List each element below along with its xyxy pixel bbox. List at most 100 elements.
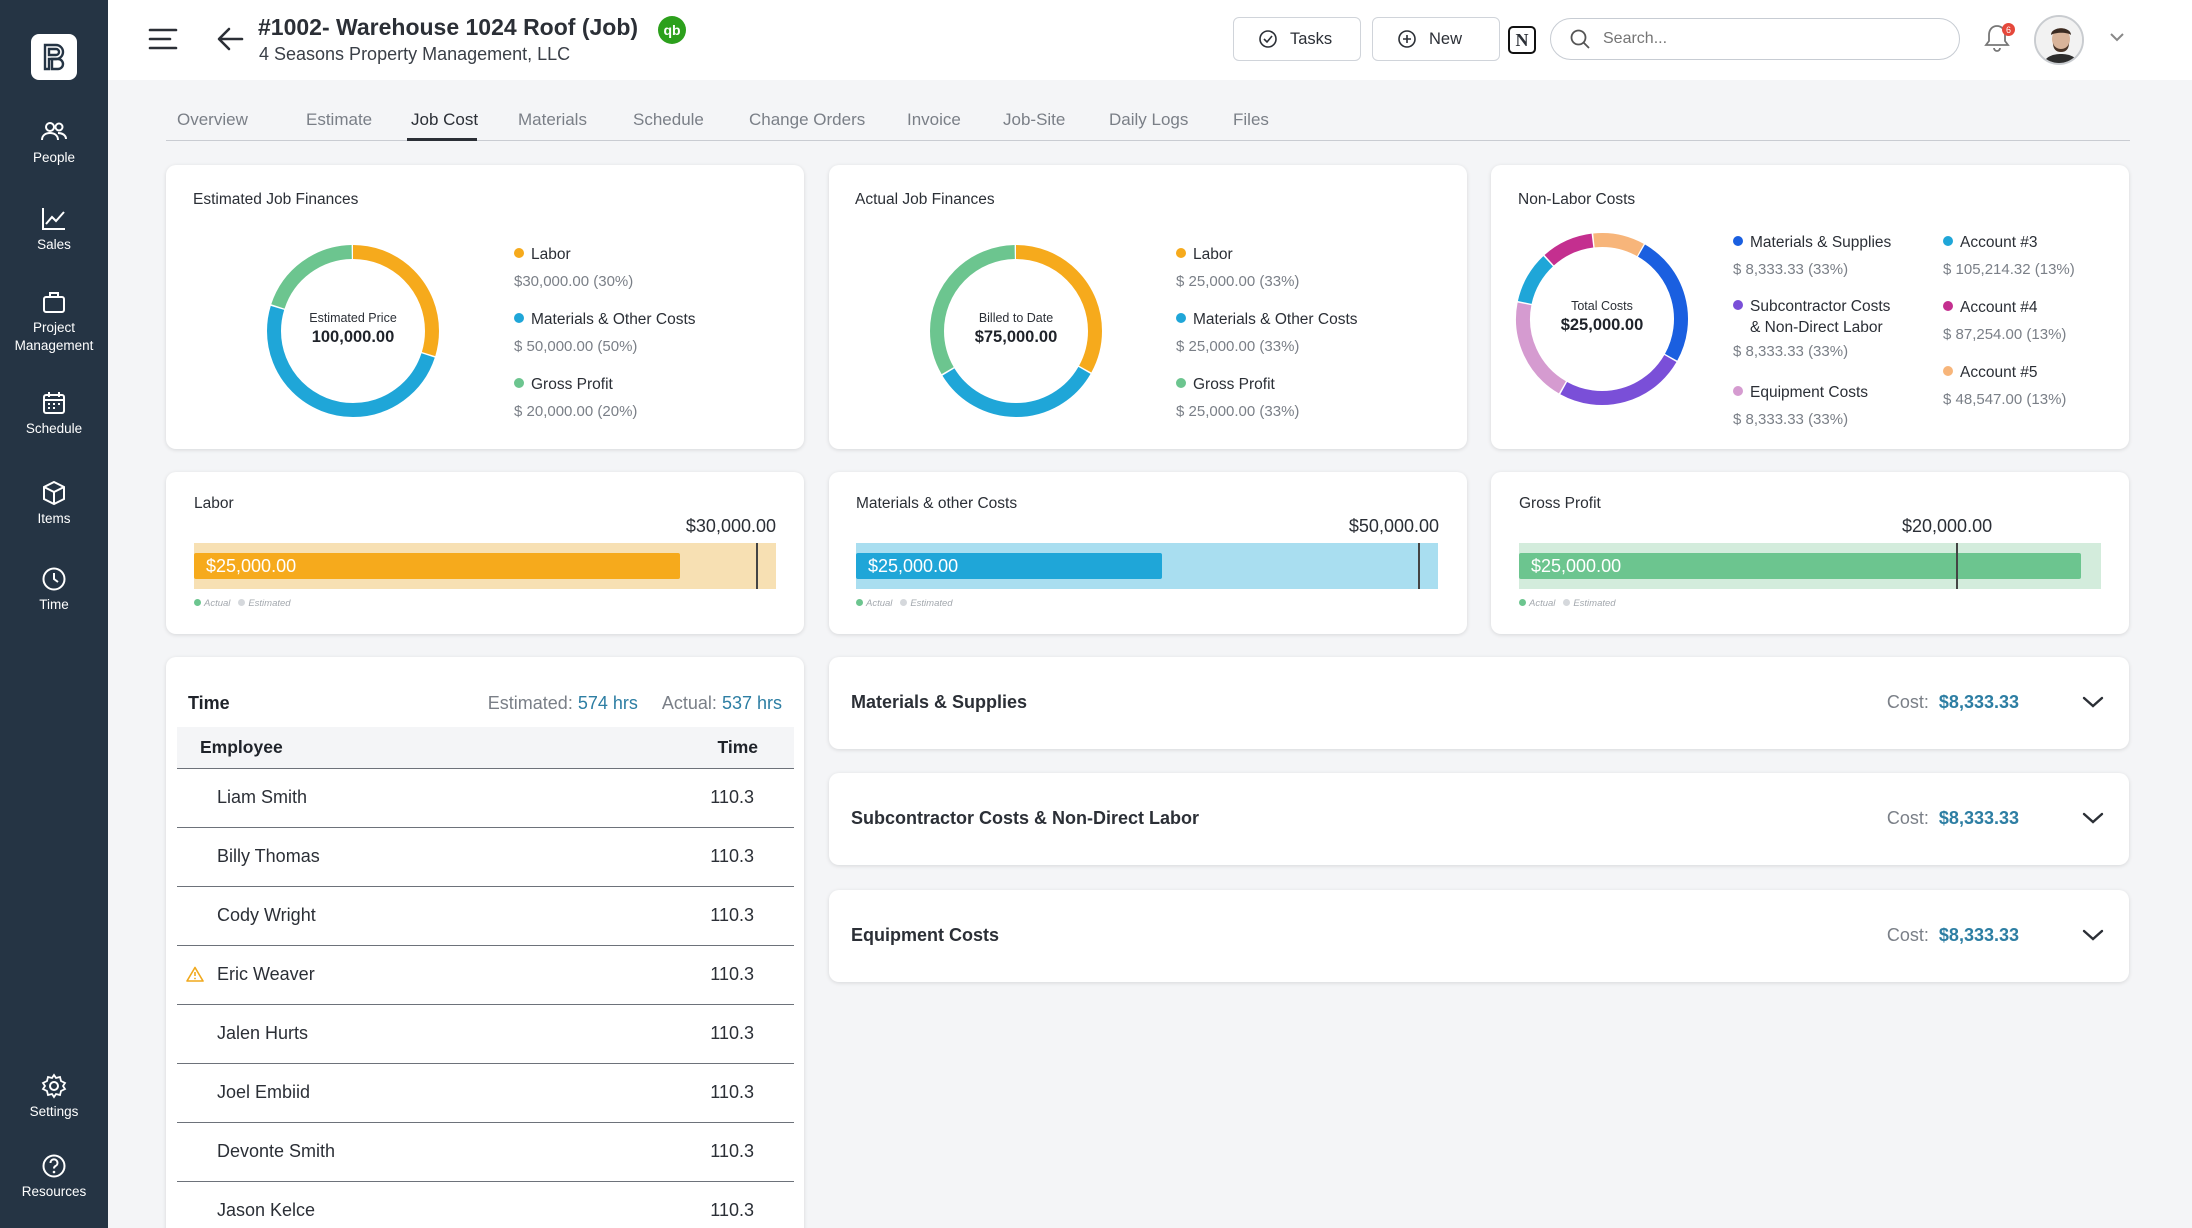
table-row[interactable]: Joel Embiid 110.3: [177, 1064, 794, 1123]
chevron-down-icon[interactable]: [2081, 809, 2105, 827]
tab-schedule[interactable]: Schedule: [633, 110, 704, 129]
legend-item: Account #5 $ 48,547.00 (13%): [1943, 363, 2066, 410]
donut-segment-3: [930, 245, 1102, 417]
accordion-equipment-costs[interactable]: Equipment Costs Cost: $8,333.33: [829, 890, 2129, 982]
tasks-button[interactable]: Tasks: [1233, 17, 1361, 61]
card-title: Gross Profit: [1519, 495, 1601, 512]
legend-value: $ 25,000.00 (33%): [1176, 272, 1300, 290]
donut-center-label: Billed to Date: [978, 311, 1054, 325]
legend-value: $ 8,333.33 (33%): [1733, 342, 1849, 360]
legend-value: $ 105,214.32 (13%): [1943, 260, 2075, 278]
table-row[interactable]: Jason Kelce 110.3: [177, 1182, 794, 1228]
legend-dot: [514, 378, 524, 388]
legend-name: Gross Profit: [1193, 376, 1275, 393]
tab-materials[interactable]: Materials: [518, 110, 587, 129]
legend-item: Account #4 $ 87,254.00 (13%): [1943, 298, 2066, 345]
legend-dot: [1176, 248, 1186, 258]
bell-icon[interactable]: [1982, 22, 2012, 54]
non-labor-costs-card: Non-Labor Costs Total Costs $25,000.00 M…: [1491, 165, 2129, 449]
new-button[interactable]: New: [1372, 17, 1500, 61]
column-header-time[interactable]: Time: [717, 737, 758, 757]
sidebar-item-people[interactable]: People: [0, 118, 108, 167]
accordion-materials-supplies[interactable]: Materials & Supplies Cost: $8,333.33: [829, 657, 2129, 749]
sidebar-item-label: Schedule: [25, 421, 83, 436]
cost-value: $8,333.33: [1938, 692, 2019, 712]
legend-item: Labor $30,000.00 (30%): [514, 245, 633, 292]
table-row[interactable]: Billy Thomas 110.3: [177, 828, 794, 887]
table-row[interactable]: Liam Smith 110.3: [177, 769, 794, 828]
user-portrait-icon: [2036, 17, 2082, 63]
search-box[interactable]: [1550, 18, 1960, 60]
legend-dot: [1519, 599, 1526, 606]
accordion-cost: Cost: $8,333.33: [1887, 808, 2019, 829]
tab-job-cost[interactable]: Job Cost: [411, 110, 479, 129]
estimated-donut: [267, 245, 439, 417]
search-icon: [1570, 29, 1590, 49]
employee-name: Cody Wright: [217, 905, 316, 925]
tab-estimate[interactable]: Estimate: [306, 110, 373, 129]
target-marker: [1418, 543, 1420, 589]
new-button-label: New: [1429, 29, 1463, 48]
legend-actual: Actual: [1529, 598, 1556, 609]
donut-segment-4: [1516, 233, 1688, 405]
tab-overview[interactable]: Overview: [177, 110, 248, 129]
materials-progress-card: Materials & other Costs $50,000.00 $25,0…: [829, 472, 1467, 634]
table-row[interactable]: Cody Wright 110.3: [177, 887, 794, 946]
progress-track: $25,000.00: [1519, 543, 2101, 589]
accordion-cost: Cost: $8,333.33: [1887, 925, 2019, 946]
tab-job-site[interactable]: Job-Site: [1003, 110, 1066, 129]
time-title: Time: [188, 693, 230, 713]
back-arrow-icon[interactable]: [216, 26, 244, 52]
employee-time: 110.3: [710, 1023, 754, 1043]
gross-profit-progress-card: Gross Profit $20,000.00 $25,000.00 Actua…: [1491, 472, 2129, 634]
search-input[interactable]: [1603, 30, 1933, 48]
legend-item: Materials & Supplies $ 8,333.33 (33%): [1733, 233, 1891, 280]
page-title: #1002- Warehouse 1024 Roof (Job): [258, 14, 639, 40]
table-row[interactable]: Jalen Hurts 110.3: [177, 1005, 794, 1064]
table-row[interactable]: Eric Weaver 110.3: [177, 946, 794, 1005]
target-value: $50,000.00: [1348, 516, 1439, 536]
chevron-down-icon[interactable]: [2081, 926, 2105, 944]
sidebar-item-schedule[interactable]: Schedule: [0, 389, 108, 438]
legend-actual: Actual: [866, 598, 893, 609]
tab-files[interactable]: Files: [1233, 110, 1269, 129]
sidebar-item-project-management[interactable]: Project Management: [0, 288, 108, 354]
column-header-employee[interactable]: Employee: [200, 737, 283, 757]
quickbooks-badge[interactable]: qb: [658, 16, 686, 44]
legend-item: Labor $ 25,000.00 (33%): [1176, 245, 1299, 292]
sidebar-item-label: Sales: [37, 237, 71, 252]
tab-invoice[interactable]: Invoice: [907, 110, 961, 129]
table-row[interactable]: Devonte Smith 110.3: [177, 1123, 794, 1182]
chevron-down-icon[interactable]: [2108, 30, 2126, 44]
avatar[interactable]: [2034, 15, 2084, 65]
app-logo[interactable]: [31, 34, 77, 80]
sidebar-item-items[interactable]: Items: [0, 479, 108, 528]
legend-dot: [1943, 366, 1953, 376]
card-title: Non-Labor Costs: [1518, 191, 1636, 208]
legend-dot: [900, 599, 908, 606]
sidebar: People Sales Project Management Schedule…: [0, 0, 108, 1228]
legend-dot: [1176, 378, 1186, 388]
help-circle-icon: [42, 1154, 66, 1178]
legend-dot: [1733, 300, 1743, 310]
legend-name: Materials & Other Costs: [531, 311, 696, 328]
accordion-subcontractor-costs[interactable]: Subcontractor Costs & Non-Direct Labor C…: [829, 773, 2129, 865]
top-header: #1002- Warehouse 1024 Roof (Job) qb 4 Se…: [108, 0, 2192, 80]
card-title: Labor: [194, 495, 234, 512]
sidebar-item-settings[interactable]: Settings: [0, 1072, 108, 1121]
sidebar-item-sales[interactable]: Sales: [0, 205, 108, 254]
sidebar-item-resources[interactable]: Resources: [0, 1152, 108, 1201]
menu-icon[interactable]: [148, 27, 178, 51]
warning-icon[interactable]: [186, 966, 204, 982]
notion-icon[interactable]: N: [1508, 26, 1536, 54]
chevron-down-icon[interactable]: [2081, 693, 2105, 711]
legend-item: Subcontractor Costs & Non-Direct Labor $…: [1733, 297, 1890, 362]
donut-segment-2: [267, 245, 439, 417]
donut-center-label: Total Costs: [1571, 299, 1633, 313]
tab-daily-logs[interactable]: Daily Logs: [1109, 110, 1189, 129]
notification-badge: 6: [2002, 23, 2015, 36]
donut-center: Billed to Date $75,000.00: [936, 311, 1096, 347]
sidebar-item-time[interactable]: Time: [0, 565, 108, 614]
legend-name: Labor: [1193, 246, 1233, 263]
tab-change-orders[interactable]: Change Orders: [749, 110, 866, 129]
